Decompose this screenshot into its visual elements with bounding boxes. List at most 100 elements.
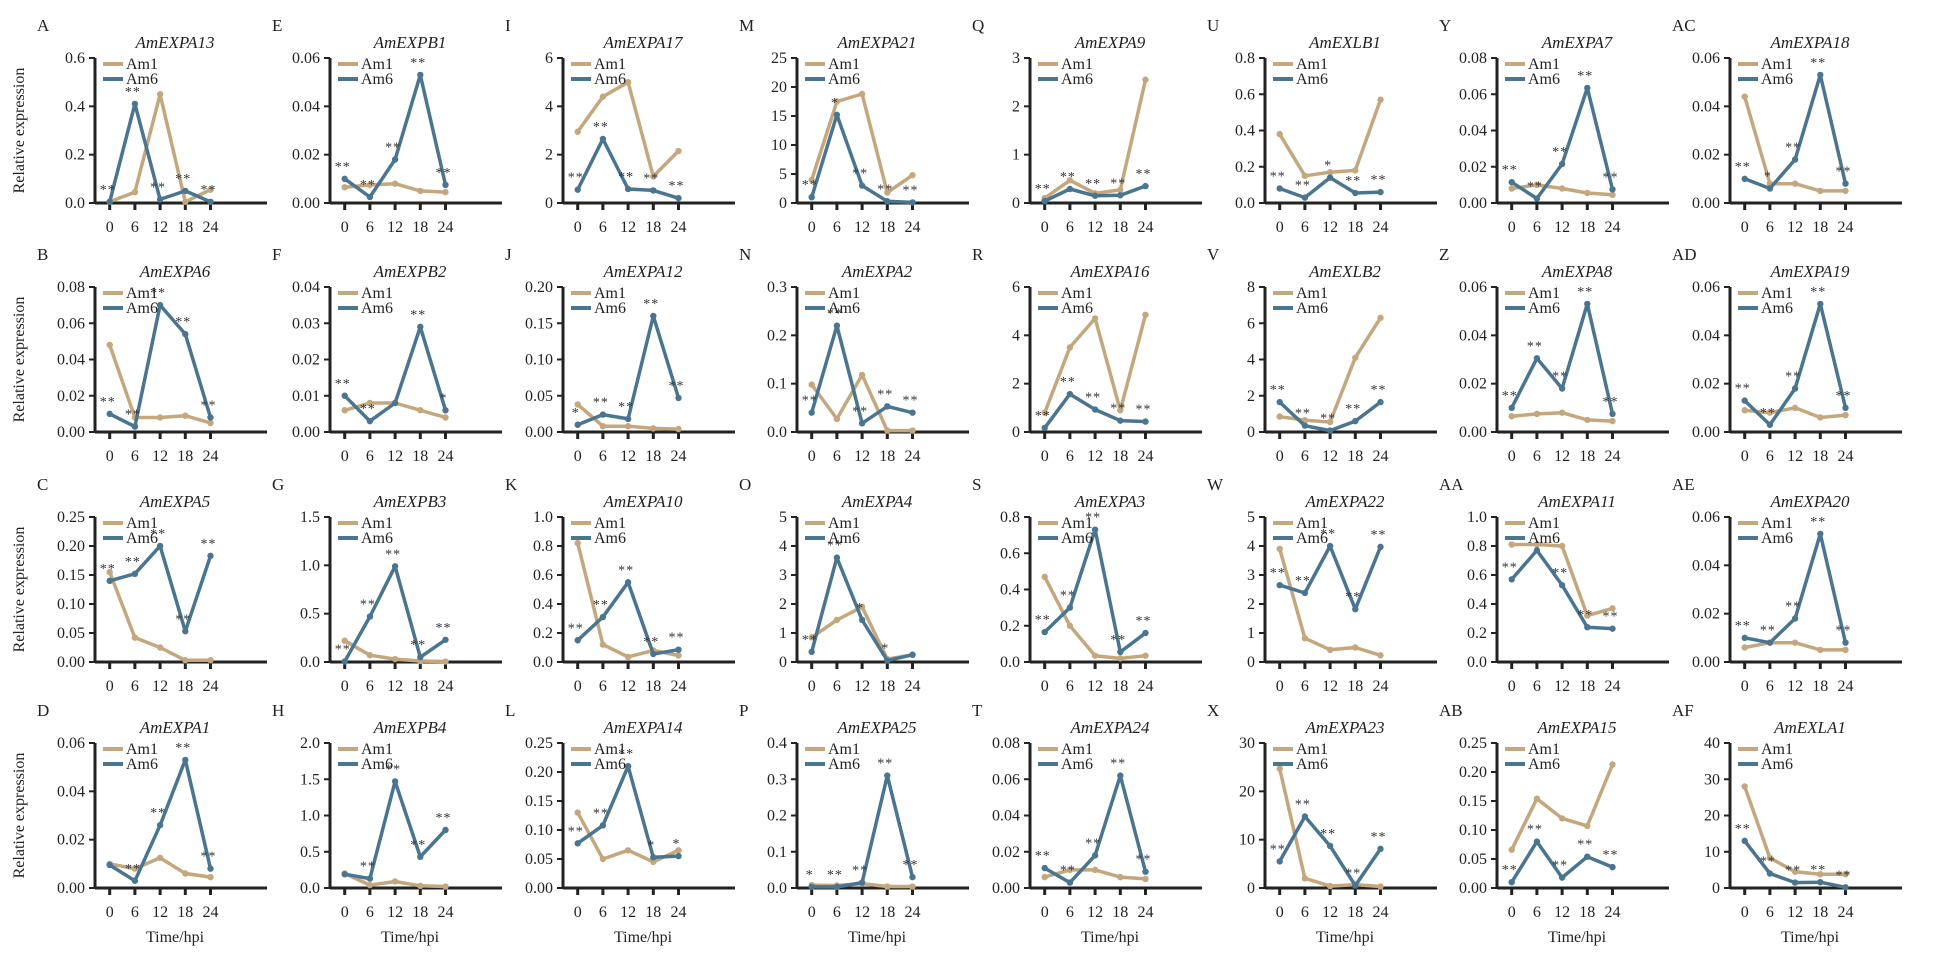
data-point-am6 [1741, 397, 1748, 404]
y-tick-label: 0.25 [525, 735, 553, 752]
x-tick-label: 0 [1041, 904, 1049, 921]
data-point-am1 [1326, 168, 1334, 176]
data-point-am6 [1766, 185, 1774, 192]
significance-mark: ** [1735, 619, 1751, 634]
data-point-am6 [442, 407, 449, 414]
panel-label: A [37, 16, 50, 35]
data-point-am6 [391, 563, 399, 570]
data-point-am1 [207, 873, 214, 881]
panel-title: AmEXPA10 [602, 492, 683, 511]
data-point-am6 [1558, 581, 1566, 589]
legend-label-am6: Am6 [1528, 756, 1560, 773]
data-point-am6 [650, 650, 657, 658]
significance-mark: ** [852, 404, 868, 419]
data-point-am1 [341, 184, 348, 191]
y-tick-label: 0.00 [292, 424, 320, 441]
data-point-am6 [1066, 185, 1074, 193]
data-point-am6 [1301, 589, 1309, 597]
y-tick-label: 0.6 [1000, 545, 1020, 562]
data-point-am6 [391, 156, 399, 163]
x-tick-label: 6 [131, 219, 139, 236]
significance-mark: ** [852, 167, 868, 182]
significance-mark: ** [1785, 864, 1801, 879]
data-point-am6 [1584, 300, 1591, 308]
data-point-am6 [909, 199, 916, 206]
data-point-am6 [442, 181, 449, 189]
panel-title: AmEXPA12 [602, 262, 683, 281]
x-tick-label: 6 [599, 904, 607, 921]
data-point-am6 [1377, 398, 1384, 406]
x-tick-label: 24 [1605, 904, 1621, 921]
data-point-am1 [156, 854, 164, 861]
x-tick-label: 6 [1066, 448, 1074, 465]
significance-mark: * [572, 406, 580, 421]
x-axis-label: Time/hpi [1081, 929, 1140, 946]
x-tick-label: 12 [1787, 678, 1803, 695]
legend-label-am6: Am6 [1761, 300, 1793, 317]
panel-label: AB [1439, 701, 1463, 720]
x-tick-label: 12 [1554, 904, 1570, 921]
y-tick-label: 2 [1247, 388, 1255, 405]
significance-mark: ** [175, 315, 191, 330]
x-tick-label: 12 [387, 904, 403, 921]
legend-label-am6: Am6 [1528, 71, 1560, 88]
x-tick-label: 12 [854, 448, 870, 465]
y-axis-label: Relative expression [11, 527, 28, 653]
panel-label: K [505, 475, 518, 494]
y-tick-label: 0.4 [1467, 596, 1487, 613]
x-tick-label: 18 [177, 219, 193, 236]
data-point-am6 [1326, 842, 1334, 850]
panel-label: X [1207, 701, 1219, 720]
y-tick-label: 0.04 [292, 279, 320, 296]
data-point-am6 [442, 826, 449, 834]
data-point-am6 [1066, 604, 1074, 611]
x-tick-label: 12 [152, 448, 168, 465]
data-point-am6 [1508, 576, 1515, 583]
panel-label: AA [1439, 475, 1464, 494]
x-tick-label: 6 [366, 219, 374, 236]
y-tick-label: 0.2 [533, 625, 553, 642]
data-point-am6 [1558, 874, 1566, 881]
data-point-am6 [599, 822, 607, 829]
y-tick-label: 0.15 [525, 315, 553, 332]
x-tick-label: 24 [905, 904, 921, 921]
x-tick-label: 0 [808, 678, 816, 695]
y-tick-label: 0.15 [57, 567, 85, 584]
data-point-am6 [366, 875, 374, 882]
significance-mark: ** [1552, 859, 1568, 874]
y-tick-label: 1.0 [533, 509, 553, 526]
data-point-am6 [1301, 194, 1309, 201]
data-point-am6 [156, 542, 164, 550]
x-tick-label: 18 [645, 678, 661, 695]
significance-mark: ** [1371, 830, 1387, 845]
data-point-am1 [1533, 795, 1541, 802]
data-point-am6 [1533, 838, 1541, 845]
data-point-am6 [1377, 188, 1384, 196]
x-tick-label: 18 [1579, 448, 1595, 465]
significance-mark: ** [1577, 608, 1593, 623]
x-tick-label: 0 [1508, 904, 1516, 921]
significance-mark: * [856, 601, 864, 616]
data-point-am1 [1842, 411, 1849, 419]
legend-label-am1: Am1 [1061, 56, 1093, 73]
data-point-am1 [1091, 866, 1099, 874]
x-tick-label: 24 [671, 448, 687, 465]
data-point-am1 [1558, 409, 1566, 416]
data-point-am1 [391, 878, 399, 885]
data-point-am1 [1091, 652, 1099, 659]
data-point-am1 [442, 658, 449, 665]
data-point-am1 [366, 881, 374, 889]
data-point-am1 [1276, 765, 1283, 772]
significance-mark: ** [150, 180, 166, 195]
panel-title: AmEXPA2 [841, 262, 913, 281]
legend-label-am6: Am6 [1296, 71, 1328, 88]
data-point-am6 [599, 613, 607, 621]
x-tick-label: 6 [1766, 448, 1774, 465]
y-tick-label: 0 [1247, 424, 1255, 441]
data-point-am1 [1584, 189, 1591, 197]
x-tick-label: 0 [1276, 219, 1284, 236]
y-tick-label: 0.3 [767, 771, 787, 788]
x-tick-label: 6 [833, 678, 841, 695]
